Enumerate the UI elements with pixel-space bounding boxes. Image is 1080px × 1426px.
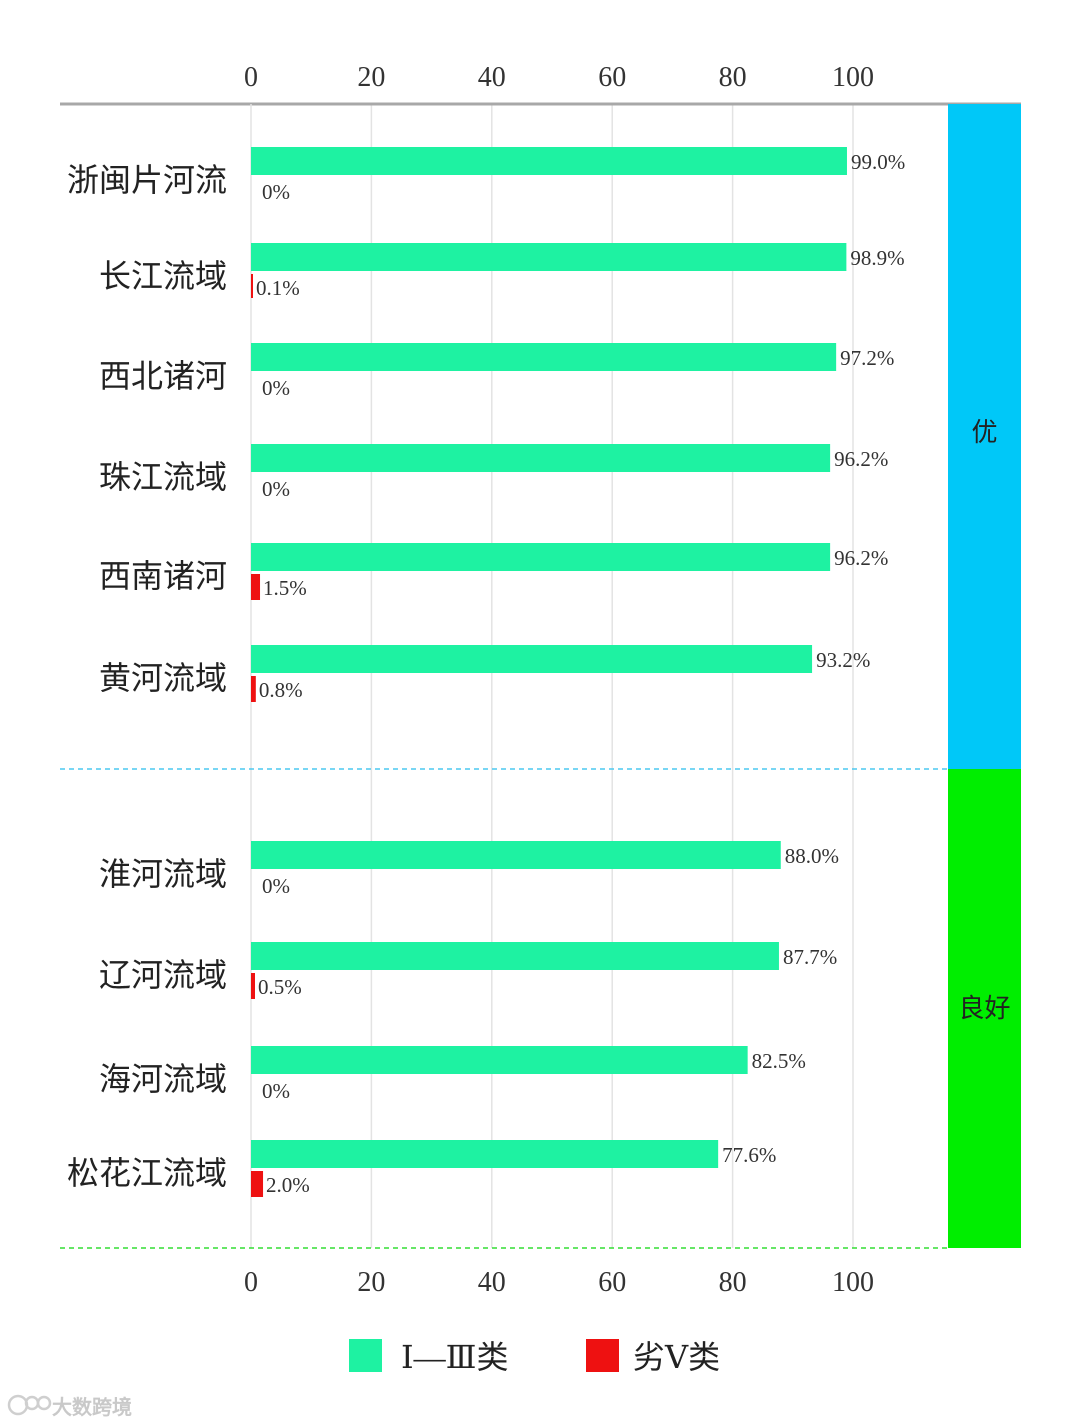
x-tick-label-bottom: 80 <box>719 1267 747 1298</box>
bar-value-label: 97.2% <box>840 346 894 370</box>
legend-swatch <box>586 1339 619 1372</box>
bar-grade-worse-5 <box>251 274 253 298</box>
red-value-label: 2.0% <box>266 1173 310 1197</box>
bar-grade-1-3 <box>251 444 831 472</box>
bar-value-label: 93.2% <box>816 648 870 672</box>
bar-value-label: 96.2% <box>834 546 888 570</box>
bar-grade-worse-5 <box>251 574 261 600</box>
x-tick-label-bottom: 20 <box>357 1267 385 1298</box>
bar-grade-1-3 <box>251 343 837 371</box>
red-value-label: 1.5% <box>263 576 307 600</box>
x-tick-label-top: 0 <box>244 62 258 93</box>
bar-value-label: 82.5% <box>752 1049 806 1073</box>
quality-band <box>948 104 1021 769</box>
watermark: 大数跨境 <box>7 1394 132 1419</box>
labels: 99.0% 0% 浙闽片河流 98.9% 0.1% 长江流域 97.2% 0% 西北诸河 96.2… <box>67 150 905 1197</box>
red-value-label: 0.8% <box>259 678 303 702</box>
red-value-label: 0.1% <box>256 276 300 300</box>
quality-band-label: 良好 <box>958 994 1010 1024</box>
category-label: 辽河流域 <box>99 956 227 994</box>
grid <box>370 104 854 1248</box>
x-tick-label-bottom: 40 <box>478 1267 506 1298</box>
category-label: 西南诸河 <box>99 557 227 595</box>
bar-grade-worse-5 <box>251 1171 264 1197</box>
category-label: 海河流域 <box>99 1060 227 1098</box>
watermark-text: 大数跨境 <box>52 1395 132 1419</box>
bar-value-label: 77.6% <box>722 1143 776 1167</box>
x-tick-label-top: 100 <box>832 62 874 93</box>
legend: Ⅰ—Ⅲ类 劣Ⅴ类 <box>349 1339 720 1375</box>
red-value-label: 0% <box>262 477 290 501</box>
axes: 0 0 20 20 40 40 60 60 80 80 100 100 <box>60 62 1021 1298</box>
bar-grade-1-3 <box>251 841 781 869</box>
red-value-label: 0% <box>262 376 290 400</box>
legend-swatch <box>349 1339 382 1372</box>
category-label: 松花江流域 <box>67 1154 227 1192</box>
category-label: 浙闽片河流 <box>67 161 227 199</box>
red-value-label: 0% <box>262 180 290 204</box>
watermark-logo-icon <box>7 1394 52 1416</box>
red-value-label: 0% <box>262 874 290 898</box>
bar-value-label: 99.0% <box>851 150 905 174</box>
quality-band <box>948 769 1021 1248</box>
x-tick-label-bottom: 100 <box>832 1267 874 1298</box>
bar-grade-1-3 <box>251 1046 748 1074</box>
bar-grade-worse-5 <box>251 973 255 999</box>
red-value-label: 0.5% <box>258 975 302 999</box>
x-tick-label-top: 60 <box>598 62 626 93</box>
bar-value-label: 98.9% <box>850 246 904 270</box>
quality-bands: 优良好 <box>948 104 1021 1248</box>
red-value-label: 0% <box>262 1079 290 1103</box>
x-tick-label-bottom: 60 <box>598 1267 626 1298</box>
bar-grade-worse-5 <box>251 676 256 702</box>
x-tick-label-bottom: 0 <box>244 1267 258 1298</box>
category-label: 淮河流域 <box>99 855 227 893</box>
bar-grade-1-3 <box>251 543 831 571</box>
category-label: 西北诸河 <box>99 357 227 395</box>
bar-grade-1-3 <box>251 147 847 175</box>
bar-grade-1-3 <box>251 942 779 970</box>
bar-value-label: 88.0% <box>785 844 839 868</box>
bars <box>251 147 847 1197</box>
category-label: 黄河流域 <box>99 659 227 697</box>
quality-band-label: 优 <box>971 418 997 448</box>
x-tick-label-top: 80 <box>719 62 747 93</box>
category-label: 长江流域 <box>99 257 227 295</box>
x-tick-label-top: 40 <box>478 62 506 93</box>
x-tick-label-top: 20 <box>357 62 385 93</box>
bar-grade-1-3 <box>251 243 847 271</box>
bar-grade-1-3 <box>251 1140 719 1168</box>
bar-value-label: 96.2% <box>834 447 888 471</box>
legend-label: Ⅰ—Ⅲ类 <box>401 1339 509 1375</box>
bar-value-label: 87.7% <box>783 945 837 969</box>
category-label: 珠江流域 <box>99 458 227 496</box>
bar-grade-1-3 <box>251 645 813 673</box>
legend-label: 劣Ⅴ类 <box>633 1339 720 1375</box>
